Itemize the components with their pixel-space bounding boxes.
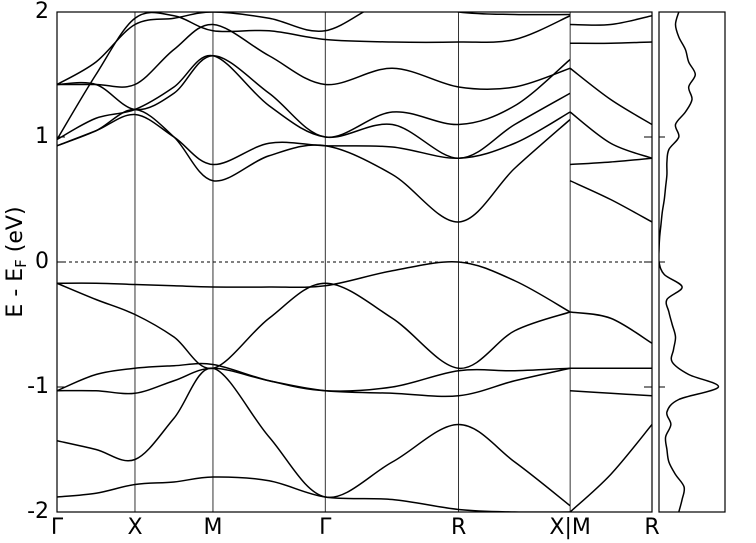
y-tick-label: -2	[27, 499, 49, 524]
y-axis-label-text: E - EF (eV)	[3, 206, 30, 317]
band-panel	[57, 12, 652, 512]
band	[57, 111, 571, 166]
band	[569, 180, 652, 223]
band	[569, 111, 652, 159]
y-tick-label: 0	[35, 249, 49, 274]
x-tick-label: X|M	[549, 515, 590, 540]
dos-curve	[659, 12, 720, 512]
x-tick-label: R	[451, 515, 466, 540]
dos-panel	[659, 12, 720, 512]
x-tick-label: M	[203, 515, 222, 540]
dos-frame	[658, 11, 726, 513]
band	[569, 424, 652, 512]
y-tick-label: 2	[35, 0, 49, 24]
band	[570, 157, 652, 166]
band	[570, 390, 652, 397]
frame	[56, 11, 653, 513]
axes: Γ X M Γ R X|M R -2 -1 0 1 2	[27, 0, 726, 540]
band	[569, 67, 652, 126]
band	[57, 108, 571, 223]
band	[57, 54, 571, 160]
x-tick-label: R	[644, 515, 659, 540]
band	[57, 367, 571, 398]
band	[57, 23, 571, 91]
band	[57, 12, 571, 140]
band	[570, 15, 652, 26]
x-tick-label: X	[127, 515, 142, 540]
band	[57, 260, 571, 313]
band	[570, 311, 652, 344]
y-tick-label: -1	[27, 374, 49, 399]
band	[57, 54, 571, 138]
x-tick-label: Γ	[51, 515, 64, 540]
y-tick-label: 1	[35, 124, 49, 149]
band	[57, 282, 571, 370]
x-tick-label: Γ	[319, 515, 332, 540]
band	[57, 367, 571, 507]
band	[57, 12, 571, 86]
y-axis-label: E - EF (eV)	[3, 206, 30, 317]
band	[570, 41, 652, 45]
band	[57, 476, 571, 512]
